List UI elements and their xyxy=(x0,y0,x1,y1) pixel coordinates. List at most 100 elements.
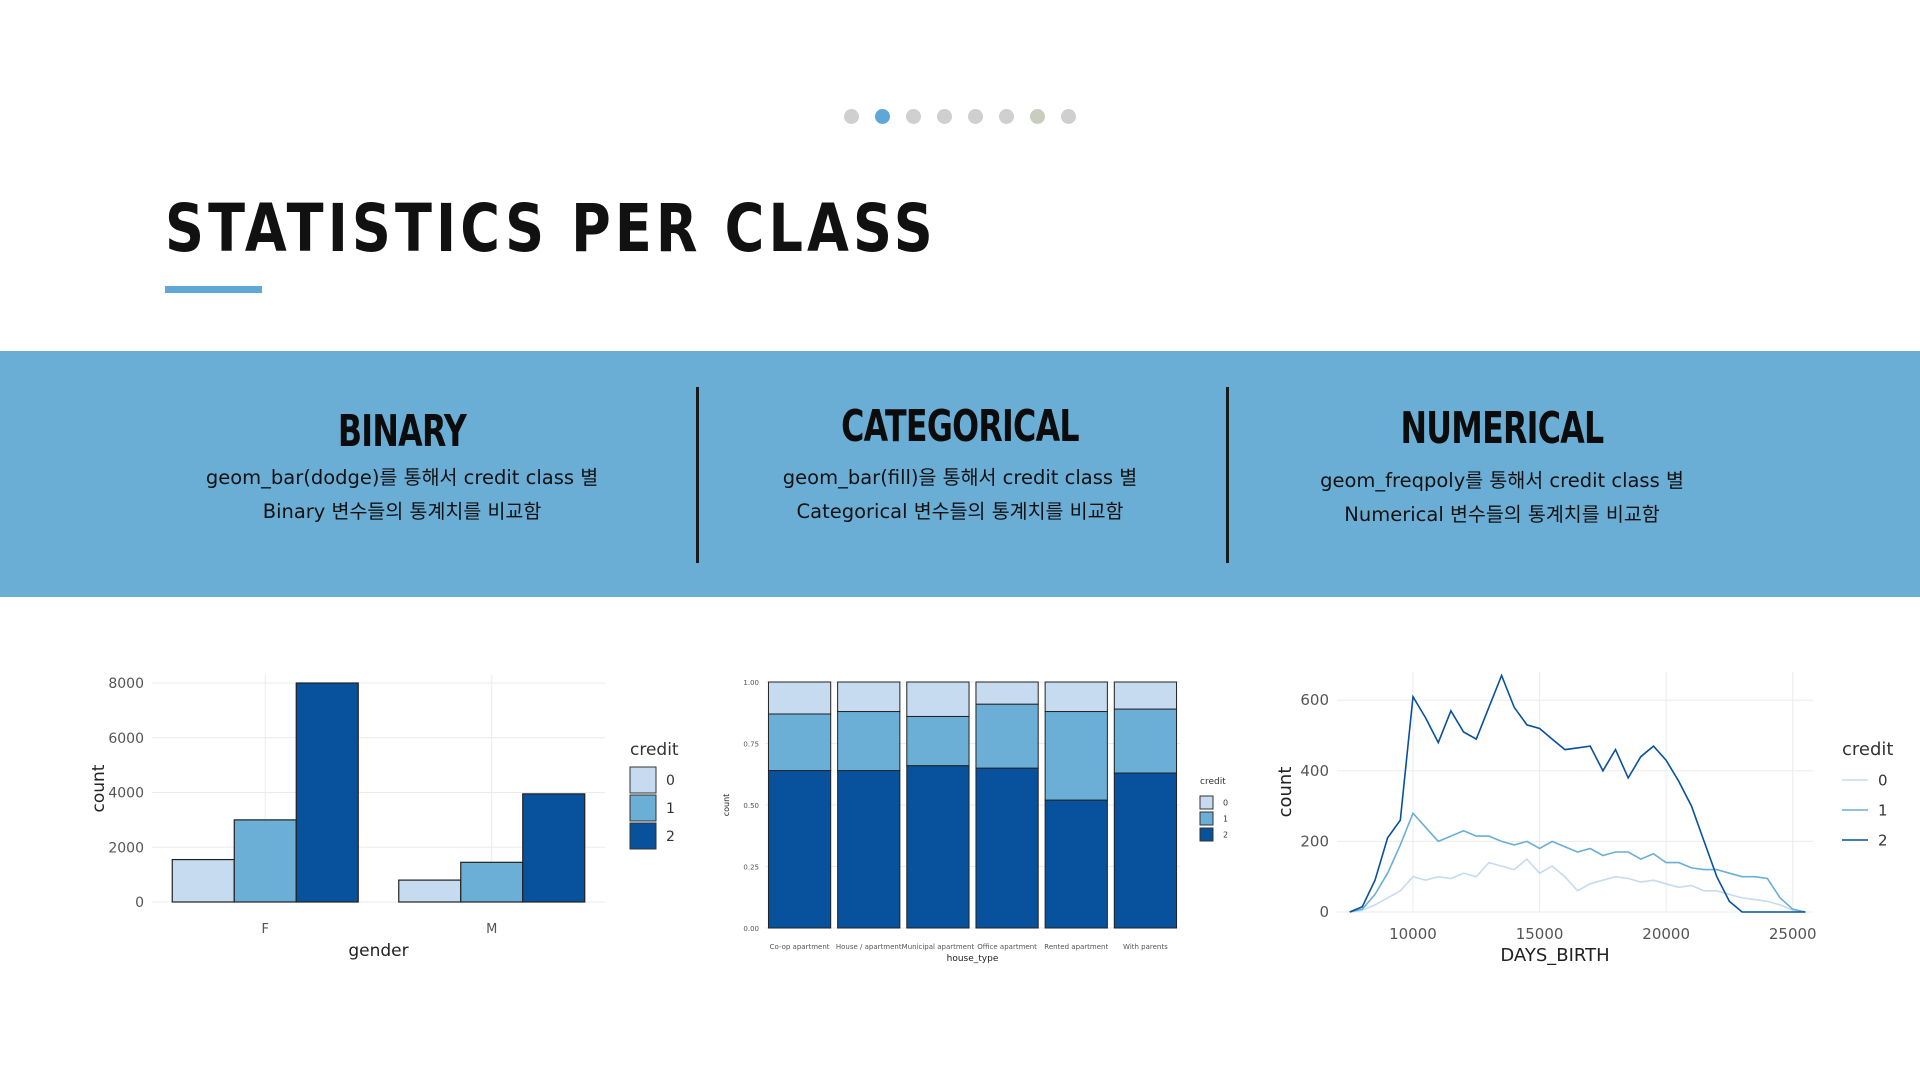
bar-segment xyxy=(975,681,1039,705)
binary-desc-line1: geom_bar(dodge)를 통해서 credit class 별 xyxy=(205,466,599,489)
x-tick-label: 20000 xyxy=(1642,925,1690,943)
bar xyxy=(233,819,297,903)
legend-label: 2 xyxy=(666,829,675,845)
bar xyxy=(460,861,524,903)
legend-label: 2 xyxy=(1878,831,1888,849)
bar-segment xyxy=(906,681,970,717)
x-tick-label: Office apartment xyxy=(977,943,1037,951)
bar-segment xyxy=(1044,711,1108,801)
bar xyxy=(295,682,359,903)
legend-title: credit xyxy=(1200,777,1226,787)
slide-pagination xyxy=(844,109,1076,124)
categorical-description: geom_bar(fill)을 통해서 credit class 별 Categ… xyxy=(690,461,1230,529)
y-tick-label: 600 xyxy=(1300,691,1329,709)
pagination-dot[interactable] xyxy=(906,109,921,124)
pagination-dot[interactable] xyxy=(968,109,983,124)
bar-segment xyxy=(1113,772,1178,929)
bar xyxy=(522,793,586,903)
pagination-dot[interactable] xyxy=(999,109,1014,124)
binary-description: geom_bar(dodge)를 통해서 credit class 별 Bina… xyxy=(132,461,672,529)
y-tick-label: 0.00 xyxy=(743,925,759,933)
legend-title: credit xyxy=(1842,739,1893,760)
legend-key xyxy=(1199,795,1214,810)
y-tick-label: 0 xyxy=(1319,903,1329,921)
x-tick-label: 15000 xyxy=(1516,925,1564,943)
house-type-fill-chart: 0.00 0.25 0.50 0.75 1.00 Co-op apartment House… xyxy=(722,679,1228,964)
bar-segment xyxy=(837,770,901,929)
bar xyxy=(171,858,235,903)
x-tick-label: 25000 xyxy=(1769,925,1817,943)
categorical-column: CATEGORICAL geom_bar(fill)을 통해서 credit c… xyxy=(690,351,1230,529)
bar-segment xyxy=(837,681,901,713)
y-tick-label: 1.00 xyxy=(743,679,759,687)
pagination-dot[interactable] xyxy=(937,109,952,124)
bar-segment xyxy=(1044,681,1108,713)
categorical-heading: CATEGORICAL xyxy=(841,401,1079,452)
x-tick-label: Co-op apartment xyxy=(770,943,830,951)
pagination-dot[interactable] xyxy=(875,109,890,124)
y-axis-label: count xyxy=(722,794,731,817)
categorical-desc-line1: geom_bar(fill)을 통해서 credit class 별 xyxy=(782,466,1138,489)
binary-desc-line2: Binary 변수들의 통계치를 비교함 xyxy=(262,500,542,523)
legend-label: 0 xyxy=(1223,798,1228,807)
x-tick-label: Rented apartment xyxy=(1044,943,1108,951)
legend-title: credit xyxy=(630,740,679,760)
title-underline xyxy=(165,286,262,293)
pagination-dot[interactable] xyxy=(844,109,859,124)
numerical-heading: NUMERICAL xyxy=(1400,403,1604,454)
x-axis-label: gender xyxy=(348,941,408,961)
x-tick-label: F xyxy=(262,922,269,937)
column-divider-2 xyxy=(1226,387,1229,563)
x-axis-label: DAYS_BIRTH xyxy=(1500,945,1609,966)
bar-segment xyxy=(767,713,832,772)
info-band: BINARY geom_bar(dodge)를 통해서 credit class… xyxy=(0,351,1920,597)
binary-column: BINARY geom_bar(dodge)를 통해서 credit class… xyxy=(132,351,672,529)
legend-key xyxy=(629,794,657,822)
legend-label: 0 xyxy=(1878,771,1888,789)
legend-key xyxy=(1199,827,1214,842)
numerical-desc-line1: geom_freqpoly를 통해서 credit class 별 xyxy=(1320,469,1684,492)
x-tick-label: 10000 xyxy=(1389,925,1437,943)
column-divider-1 xyxy=(696,387,699,563)
y-tick-label: 0 xyxy=(135,895,144,911)
bar-segment xyxy=(767,681,832,715)
y-tick-label: 6000 xyxy=(108,731,144,747)
y-tick-label: 8000 xyxy=(108,676,144,692)
page-title: STATISTICS PER CLASS xyxy=(165,190,937,267)
legend-label: 1 xyxy=(1878,801,1888,819)
legend-key xyxy=(1199,811,1214,826)
pagination-dot[interactable] xyxy=(1061,109,1076,124)
series-line xyxy=(1349,811,1806,913)
y-tick-label: 4000 xyxy=(108,786,144,802)
legend-label: 1 xyxy=(666,801,675,817)
x-tick-label: Municipal apartment xyxy=(902,943,975,951)
y-tick-label: 2000 xyxy=(108,840,144,856)
y-tick-label: 0.75 xyxy=(743,741,759,749)
legend-label: 0 xyxy=(666,773,675,789)
y-tick-label: 0.25 xyxy=(743,864,759,872)
legend-label: 1 xyxy=(1223,814,1228,823)
y-axis-label: count xyxy=(89,764,109,812)
legend-key xyxy=(629,822,657,850)
bar-segment xyxy=(1044,799,1108,929)
bar-segment xyxy=(1113,681,1178,710)
numerical-description: geom_freqpoly를 통해서 credit class 별 Numeri… xyxy=(1232,464,1772,532)
bar-segment xyxy=(1113,708,1178,774)
y-axis-label: count xyxy=(1275,767,1296,818)
x-axis-label: house_type xyxy=(947,954,999,964)
y-tick-label: 400 xyxy=(1300,762,1329,780)
pagination-dot[interactable] xyxy=(1030,109,1045,124)
bar-segment xyxy=(906,765,970,929)
x-tick-label: House / apartment xyxy=(836,943,902,951)
series-line xyxy=(1349,673,1806,913)
y-tick-label: 200 xyxy=(1300,832,1329,850)
bar-segment xyxy=(975,767,1039,929)
x-tick-label: M xyxy=(486,922,497,937)
series-line xyxy=(1349,857,1806,913)
y-tick-label: 0.50 xyxy=(743,802,759,810)
bar-segment xyxy=(906,715,970,767)
days-birth-freqpoly-chart: 0 200 400 600 10000 15000 20000 25000 DAYS_BIRTH… xyxy=(1275,672,1893,966)
bar-segment xyxy=(975,703,1039,769)
numerical-column: NUMERICAL geom_freqpoly를 통해서 credit clas… xyxy=(1232,351,1772,532)
